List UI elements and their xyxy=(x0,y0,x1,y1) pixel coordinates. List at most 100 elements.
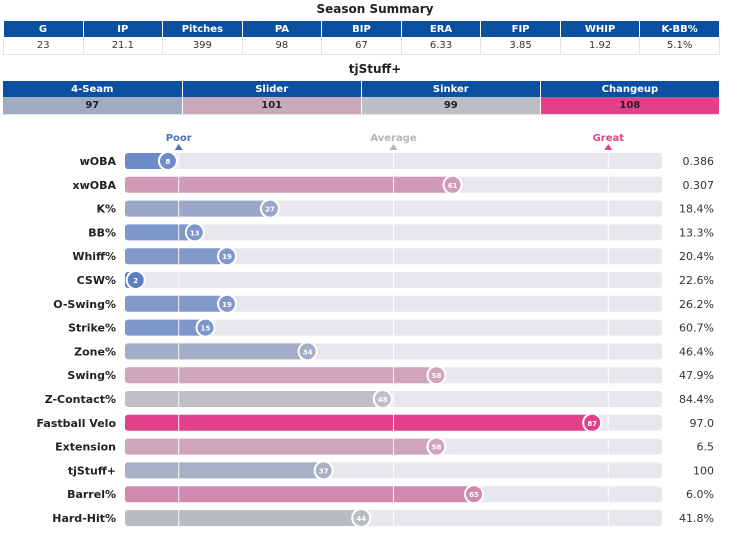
metric-label-extension: Extension xyxy=(55,441,116,454)
pitch-value-sinker: 99 xyxy=(361,97,541,115)
percentile-label-bb: 13 xyxy=(190,229,200,237)
percentile-label-o-swing: 19 xyxy=(222,301,232,309)
season-value-bip: 67 xyxy=(321,37,402,55)
percentile-label-csw: 2 xyxy=(133,277,138,285)
season-value-g: 23 xyxy=(3,37,84,55)
bar-tjstuff xyxy=(125,462,324,479)
scale-marker-average xyxy=(389,144,398,150)
percentile-marker-csw xyxy=(125,270,146,290)
metric-value-k: 18.4% xyxy=(679,203,714,216)
season-value-whip: 1.92 xyxy=(560,37,641,55)
percentile-label-woba: 8 xyxy=(166,158,171,166)
percentile-label-swing: 58 xyxy=(432,372,442,380)
season-value-ip: 21.1 xyxy=(83,37,164,55)
bar-zone xyxy=(125,343,308,360)
metric-value-strike: 60.7% xyxy=(679,322,714,335)
metric-label-swing: Swing% xyxy=(67,369,116,382)
season-header-g: G xyxy=(3,21,84,37)
percentile-marker-barrel xyxy=(464,484,485,505)
tjstuff-header-row: 4-Seam Slider Sinker Changeup xyxy=(3,81,721,97)
metric-value-swing: 47.9% xyxy=(679,369,714,382)
bar-barrel xyxy=(125,486,475,503)
metric-label-hard-hit: Hard-Hit% xyxy=(52,512,116,525)
metric-value-o-swing: 26.2% xyxy=(679,298,714,311)
pitch-value-4-seam: 97 xyxy=(3,97,183,115)
season-header-pitches: Pitches xyxy=(162,21,243,37)
percentile-marker-extension xyxy=(426,436,447,457)
percentile-label-strike: 15 xyxy=(201,325,211,333)
percentile-marker-woba xyxy=(157,151,178,171)
metric-label-o-swing: O-Swing% xyxy=(53,298,116,311)
scale-label-great: Great xyxy=(593,133,625,144)
metric-label-xwoba: xwOBA xyxy=(72,179,116,192)
metric-value-tjstuff: 100 xyxy=(693,464,714,477)
scale-marker-poor xyxy=(174,144,183,150)
percentile-marker-xwoba xyxy=(442,174,463,195)
percentile-label-extension: 58 xyxy=(432,444,442,452)
bar-strike xyxy=(125,319,206,336)
metric-label-z-contact: Z-Contact% xyxy=(45,393,116,406)
season-summary-header-row: G IP Pitches PA BIP ERA FIP WHIP K-BB% xyxy=(3,21,720,37)
bar-whiff xyxy=(125,248,228,265)
season-summary-table: G IP Pitches PA BIP ERA FIP WHIP K-BB% 23 21.1 399… xyxy=(3,21,720,55)
metric-label-bb: BB% xyxy=(88,226,116,239)
season-header-whip: WHIP xyxy=(560,21,641,37)
percentile-marker-whiff xyxy=(217,246,238,267)
metric-value-hard-hit: 41.8% xyxy=(679,512,714,525)
tjstuff-value-row: 97 101 99 108 xyxy=(3,97,721,115)
percentile-marker-z-contact xyxy=(372,389,393,409)
scale-marker-great xyxy=(604,144,613,150)
metric-label-zone: Zone% xyxy=(74,345,116,358)
metric-value-zone: 46.4% xyxy=(679,345,714,358)
season-header-k-bb-: K-BB% xyxy=(639,21,720,37)
percentile-chart: Poor Average Great wOBA 8 0.386 xwOBA 61 0.307 K%… xyxy=(37,133,715,529)
percentile-label-tjstuff: 37 xyxy=(319,467,329,475)
percentile-marker-hard-hit xyxy=(351,508,372,528)
season-value-pitches: 399 xyxy=(162,37,243,55)
metric-value-bb: 13.3% xyxy=(679,226,714,239)
metric-label-barrel: Barrel% xyxy=(67,488,116,501)
bar-z-contact xyxy=(125,391,383,407)
metric-value-extension: 6.5 xyxy=(697,441,715,454)
pitch-value-slider: 101 xyxy=(182,97,362,115)
metric-value-xwoba: 0.307 xyxy=(683,179,715,192)
bar-bb xyxy=(125,224,195,241)
pitch-header-4-seam: 4-Seam xyxy=(3,81,183,97)
metric-label-whiff: Whiff% xyxy=(72,250,116,263)
pitch-header-slider: Slider xyxy=(182,81,362,97)
percentile-label-xwoba: 61 xyxy=(448,182,458,190)
metric-value-woba: 0.386 xyxy=(683,155,715,168)
percentile-marker-fastball-velo xyxy=(582,412,603,433)
metric-label-woba: wOBA xyxy=(80,155,117,168)
percentile-marker-bb xyxy=(184,222,205,243)
metric-label-tjstuff: tjStuff+ xyxy=(68,464,116,477)
percentile-label-whiff: 19 xyxy=(222,253,232,261)
percentile-label-k: 27 xyxy=(265,206,275,214)
season-value-pa: 98 xyxy=(242,37,323,55)
season-value-era: 6.33 xyxy=(401,37,482,55)
percentile-marker-tjstuff xyxy=(313,460,334,481)
percentile-label-z-contact: 48 xyxy=(378,396,388,404)
pitch-header-changeup: Changeup xyxy=(540,81,721,97)
tjstuff-table: 4-Seam Slider Sinker Changeup 97 101 99 108 xyxy=(3,81,721,115)
season-header-fip: FIP xyxy=(480,21,561,37)
bar-k xyxy=(125,200,270,217)
scale-label-average: Average xyxy=(370,133,417,144)
metric-value-fastball-velo: 97.0 xyxy=(690,417,715,430)
season-value-k-bb-: 5.1% xyxy=(639,37,720,55)
percentile-marker-swing xyxy=(426,365,447,386)
season-header-ip: IP xyxy=(83,21,164,37)
season-header-era: ERA xyxy=(401,21,482,37)
bar-swing xyxy=(125,367,437,384)
bar-o-swing xyxy=(125,295,228,312)
bar-xwoba xyxy=(125,176,453,193)
percentile-label-zone: 34 xyxy=(303,348,313,356)
bar-extension xyxy=(125,438,437,455)
season-header-pa: PA xyxy=(242,21,323,37)
percentile-marker-strike xyxy=(195,317,216,338)
season-summary-value-row: 23 21.1 399 98 67 6.33 3.85 1.92 5.1% xyxy=(3,37,720,55)
bar-fastball-velo xyxy=(125,414,593,431)
bar-woba xyxy=(125,153,168,169)
percentile-marker-k xyxy=(259,198,280,219)
metric-value-barrel: 6.0% xyxy=(686,488,714,501)
